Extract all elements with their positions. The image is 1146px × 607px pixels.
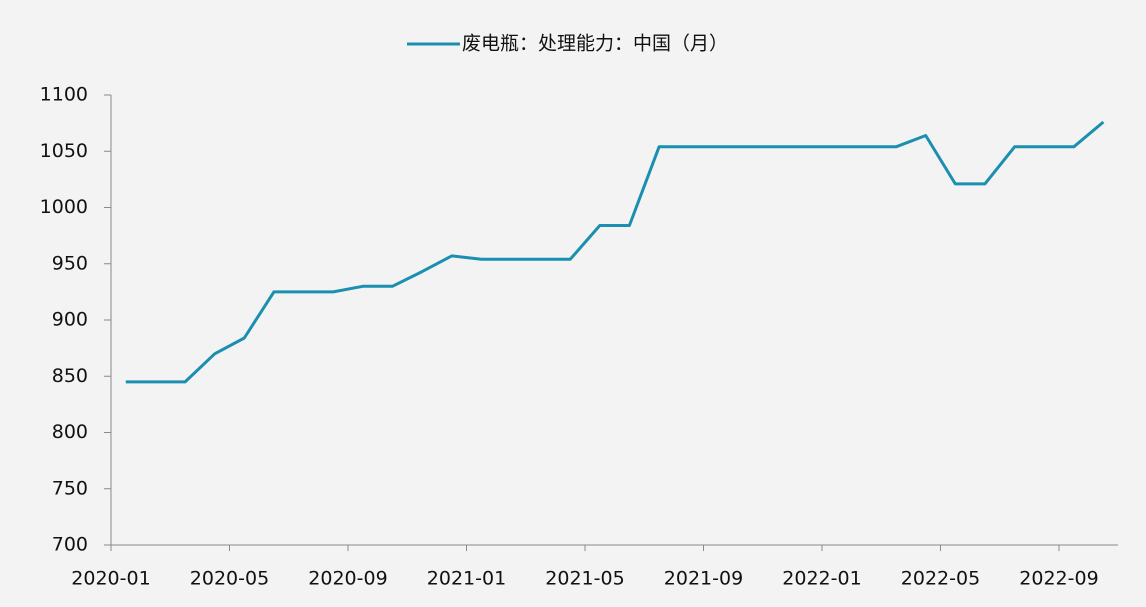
y-tick-label: 900 xyxy=(52,309,88,331)
x-tick-label: 2021-05 xyxy=(545,568,624,590)
y-tick-label: 1100 xyxy=(40,84,88,106)
y-tick-label: 950 xyxy=(52,252,88,274)
x-tick-label: 2020-09 xyxy=(308,568,387,590)
y-tick-label: 750 xyxy=(52,477,88,499)
y-tick-label: 850 xyxy=(52,365,88,387)
x-tick-label: 2020-01 xyxy=(71,568,150,590)
x-tick-label: 2022-09 xyxy=(1019,568,1098,590)
y-tick-label: 1000 xyxy=(40,196,88,218)
x-tick-label: 2020-05 xyxy=(190,568,269,590)
x-tick-label: 2021-01 xyxy=(427,568,506,590)
x-tick-label: 2022-01 xyxy=(782,568,861,590)
line xyxy=(125,120,1105,384)
legend-label: 废电瓶：处理能力：中国（月） xyxy=(462,33,728,55)
x-tick-label: 2021-09 xyxy=(664,568,743,590)
y-tick-label: 1050 xyxy=(40,140,88,162)
x-tick-label: 2022-05 xyxy=(901,568,980,590)
y-tick-label: 700 xyxy=(52,534,88,556)
y-tick-label: 800 xyxy=(52,421,88,443)
